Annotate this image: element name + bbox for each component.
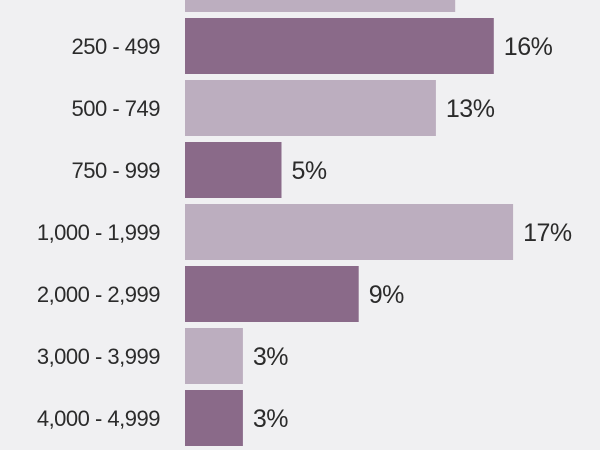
bar xyxy=(185,328,243,384)
bar xyxy=(185,80,436,136)
category-label: 250 - 499 xyxy=(72,34,161,59)
value-label: 5% xyxy=(292,157,327,185)
value-label: 3% xyxy=(253,343,288,371)
value-label: 16% xyxy=(504,33,553,61)
bar xyxy=(185,390,243,446)
value-label: 3% xyxy=(253,405,288,433)
category-label: 750 - 999 xyxy=(72,158,161,183)
bar xyxy=(185,0,456,12)
bars-layer xyxy=(185,0,514,446)
category-label: 4,000 - 4,999 xyxy=(37,406,160,431)
category-label: 3,000 - 3,999 xyxy=(37,344,160,369)
category-label: 1,000 - 1,999 xyxy=(37,220,160,245)
bar xyxy=(185,266,359,322)
value-label: 9% xyxy=(369,281,404,309)
value-label: 13% xyxy=(446,95,495,123)
value-label: 17% xyxy=(523,219,572,247)
bar xyxy=(185,142,282,198)
category-label: 2,000 - 2,999 xyxy=(37,282,160,307)
bar xyxy=(185,18,494,74)
bar xyxy=(185,204,514,260)
category-label: 500 - 749 xyxy=(72,96,161,121)
